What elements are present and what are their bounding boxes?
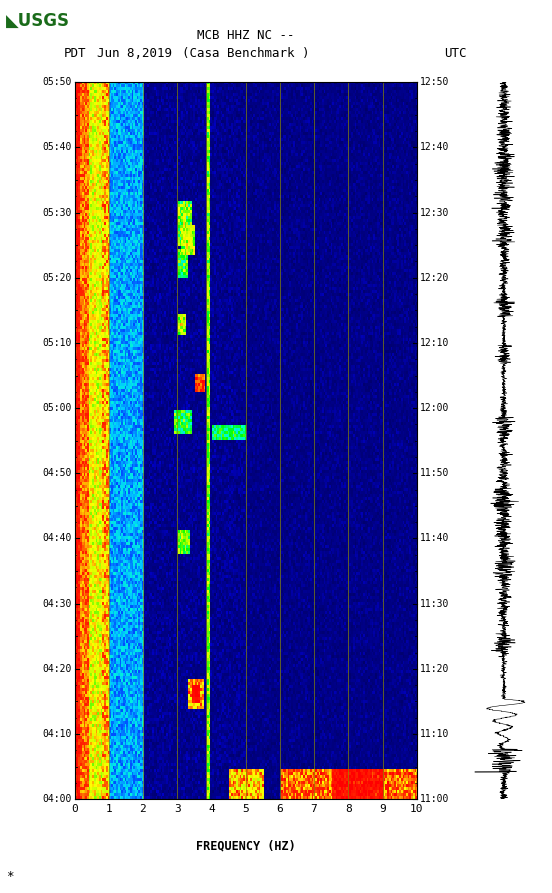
Text: 04:40: 04:40 [43, 533, 72, 544]
Text: 0: 0 [71, 804, 78, 814]
Text: ◣USGS: ◣USGS [6, 12, 70, 29]
Text: 8: 8 [345, 804, 352, 814]
Text: 11:10: 11:10 [420, 729, 449, 739]
Text: 04:20: 04:20 [43, 663, 72, 674]
Text: 04:50: 04:50 [43, 468, 72, 479]
Text: 5: 5 [242, 804, 249, 814]
Text: 6: 6 [277, 804, 283, 814]
Text: 05:30: 05:30 [43, 207, 72, 218]
Text: 12:10: 12:10 [420, 338, 449, 348]
Text: 3: 3 [174, 804, 181, 814]
Text: 11:40: 11:40 [420, 533, 449, 544]
Text: 11:20: 11:20 [420, 663, 449, 674]
Text: 12:00: 12:00 [420, 403, 449, 413]
Text: MCB HHZ NC --: MCB HHZ NC -- [197, 29, 294, 42]
Text: FREQUENCY (HZ): FREQUENCY (HZ) [196, 839, 295, 853]
Text: 05:50: 05:50 [43, 77, 72, 88]
Text: 04:00: 04:00 [43, 794, 72, 805]
Text: 7: 7 [311, 804, 317, 814]
Text: *: * [6, 870, 13, 882]
Text: (Casa Benchmark ): (Casa Benchmark ) [182, 47, 309, 60]
Text: 11:50: 11:50 [420, 468, 449, 479]
Text: 04:30: 04:30 [43, 598, 72, 609]
Text: 2: 2 [140, 804, 146, 814]
Text: 12:40: 12:40 [420, 142, 449, 153]
Text: UTC: UTC [444, 47, 467, 60]
Text: 12:50: 12:50 [420, 77, 449, 88]
Text: 05:20: 05:20 [43, 272, 72, 283]
Text: 10: 10 [410, 804, 423, 814]
Text: Jun 8,2019: Jun 8,2019 [97, 47, 172, 60]
Text: 11:00: 11:00 [420, 794, 449, 805]
Text: 05:10: 05:10 [43, 338, 72, 348]
Text: 05:40: 05:40 [43, 142, 72, 153]
Text: 05:00: 05:00 [43, 403, 72, 413]
Text: 1: 1 [105, 804, 112, 814]
Text: PDT: PDT [63, 47, 86, 60]
Text: 9: 9 [379, 804, 386, 814]
Text: 12:30: 12:30 [420, 207, 449, 218]
Text: 04:10: 04:10 [43, 729, 72, 739]
Text: 12:20: 12:20 [420, 272, 449, 283]
Text: 4: 4 [208, 804, 215, 814]
Text: 11:30: 11:30 [420, 598, 449, 609]
